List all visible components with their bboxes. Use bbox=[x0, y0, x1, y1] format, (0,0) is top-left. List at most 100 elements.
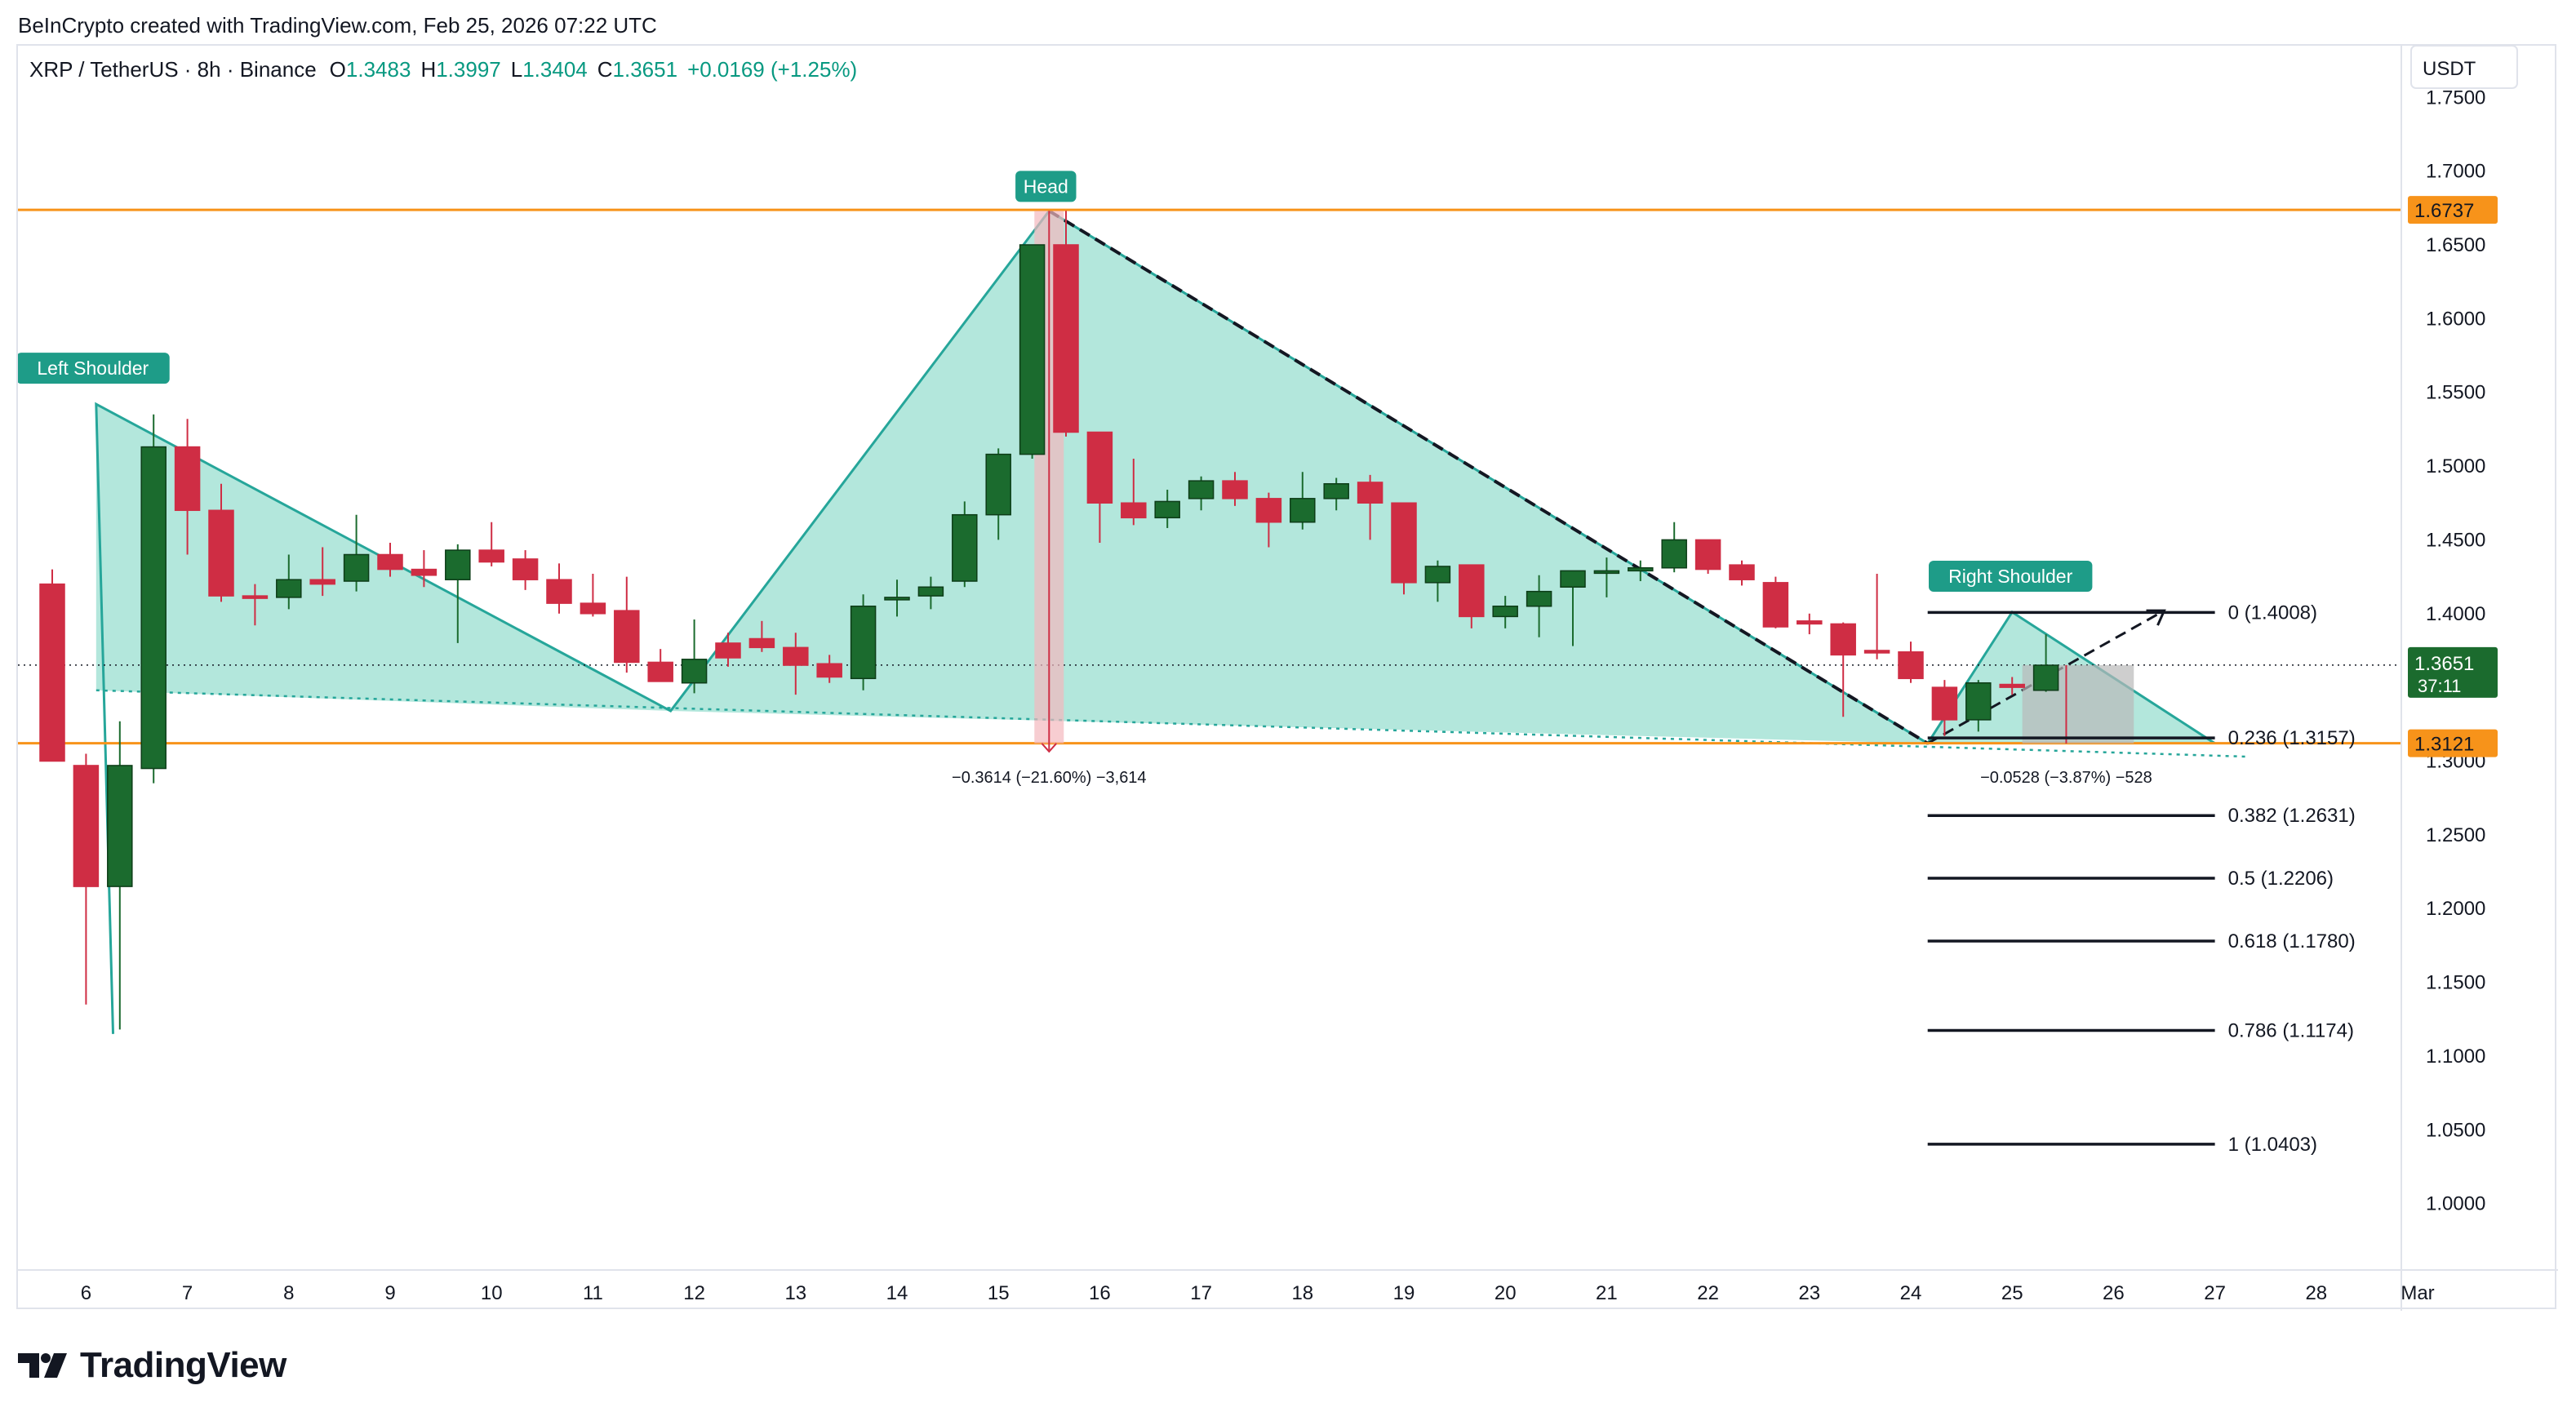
price-tick-label: 1.5000 bbox=[2426, 455, 2485, 477]
fib-level-label: 0.786 (1.1174) bbox=[2228, 1020, 2354, 1042]
candle-body bbox=[580, 602, 606, 615]
candle bbox=[140, 414, 167, 784]
candle-body bbox=[140, 446, 167, 770]
candle-body bbox=[309, 579, 335, 585]
candle-body bbox=[952, 513, 978, 582]
candle-body bbox=[715, 642, 741, 659]
candle-body bbox=[1797, 620, 1823, 625]
candle bbox=[1999, 677, 2025, 695]
candle-body bbox=[1830, 623, 1856, 656]
candle-body bbox=[478, 549, 504, 563]
price-chart[interactable]: −0.3614 (−21.60%) −3,614 −0.0528 (−3.87%)… bbox=[18, 46, 2558, 1311]
candle bbox=[1797, 613, 1823, 635]
fib-level-label: 0.382 (1.2631) bbox=[2228, 805, 2356, 827]
candle-body bbox=[647, 661, 673, 682]
ohlc-low: L1.3404 bbox=[511, 57, 588, 82]
head-area bbox=[670, 211, 1928, 744]
candle bbox=[917, 576, 944, 610]
symbol-name: XRP / TetherUS · 8h · Binance bbox=[29, 57, 317, 82]
candle bbox=[748, 620, 775, 652]
fib-level-label: 1 (1.0403) bbox=[2228, 1134, 2317, 1156]
time-tick-label: 17 bbox=[1190, 1282, 1212, 1304]
candle-body bbox=[208, 509, 234, 597]
horizontal-levels bbox=[18, 208, 2401, 745]
candle-body bbox=[2032, 664, 2059, 691]
x-axis: 6 7 8 9 10 11 12 13 14 15 16 17 18 19 20 21 22 23 24 25 26 27… bbox=[18, 1269, 2558, 1304]
price-tick-label: 1.0000 bbox=[2426, 1193, 2485, 1215]
candle-body bbox=[276, 579, 302, 598]
candle-body bbox=[1357, 482, 1383, 504]
candle-body bbox=[1694, 539, 1721, 571]
ohlc-open-value: 1.3483 bbox=[346, 57, 411, 82]
ohlc-high-value: 1.3997 bbox=[436, 57, 501, 82]
candle-body bbox=[1492, 605, 1518, 618]
candle bbox=[174, 419, 201, 555]
candle bbox=[512, 550, 539, 590]
tradingview-logo[interactable]: TradingView bbox=[18, 1345, 286, 1386]
time-tick-label: 11 bbox=[583, 1282, 603, 1304]
level-price-tag bbox=[2408, 196, 2498, 224]
symbol-legend: XRP / TetherUS · 8h · Binance O1.3483 H1… bbox=[29, 57, 857, 82]
fib-level-label: 0 (1.4008) bbox=[2228, 602, 2317, 624]
candle-body bbox=[816, 663, 842, 678]
price-tick-label: 1.5500 bbox=[2426, 382, 2485, 404]
time-tick-label: 12 bbox=[683, 1282, 705, 1304]
price-tick-label: 1.4000 bbox=[2426, 603, 2485, 625]
candle bbox=[1121, 459, 1147, 526]
candle bbox=[309, 547, 335, 597]
y-axis[interactable]: 1.7500 1.7000 1.6500 1.6000 1.5500 1.5000 1.45… bbox=[2401, 46, 2518, 1311]
time-tick-label: 10 bbox=[481, 1282, 503, 1304]
candle-body bbox=[411, 568, 437, 576]
candle-body bbox=[985, 453, 1011, 516]
price-tick-label: 1.2500 bbox=[2426, 824, 2485, 846]
time-tick-label: 15 bbox=[988, 1282, 1010, 1304]
level-price-tag-text: 1.3121 bbox=[2414, 734, 2474, 756]
candle-body bbox=[1053, 244, 1079, 433]
candle-body bbox=[1424, 566, 1451, 584]
candle bbox=[1694, 539, 1721, 574]
candle-body bbox=[1560, 570, 1586, 588]
candle bbox=[1661, 522, 1687, 573]
candle bbox=[1019, 244, 1046, 460]
price-tick-label: 1.2000 bbox=[2426, 898, 2485, 920]
measure-tools: −0.3614 (−21.60%) −3,614 −0.0528 (−3.87%)… bbox=[952, 211, 2152, 787]
time-tick-label: 9 bbox=[384, 1282, 395, 1304]
candle bbox=[1424, 560, 1451, 602]
candle bbox=[1830, 622, 1856, 717]
candle-body bbox=[681, 659, 708, 684]
candle bbox=[985, 448, 1011, 540]
time-tick-label: 19 bbox=[1393, 1282, 1415, 1304]
candle-body bbox=[783, 646, 809, 666]
candle-body bbox=[377, 553, 403, 571]
candle-body bbox=[445, 549, 471, 580]
candle-body bbox=[1459, 564, 1485, 618]
candle bbox=[783, 633, 809, 695]
right-measure-label: −0.0528 (−3.87%) −528 bbox=[1980, 769, 2152, 787]
candle bbox=[647, 649, 673, 682]
projection-arrow bbox=[2146, 609, 2166, 626]
candle bbox=[580, 573, 606, 617]
head-label: Head bbox=[1024, 175, 1068, 197]
ohlc-high: H1.3997 bbox=[420, 57, 500, 82]
ohlc-close: C1.3651 bbox=[597, 57, 677, 82]
candle bbox=[1391, 502, 1417, 595]
ohlc-close-label: C bbox=[597, 57, 613, 82]
candle bbox=[1459, 564, 1485, 628]
candle-body bbox=[850, 605, 877, 680]
candle bbox=[1762, 576, 1789, 628]
ohlc-open-label: O bbox=[330, 57, 346, 82]
candle bbox=[1526, 575, 1552, 637]
left-shoulder-label: Left Shoulder bbox=[37, 357, 149, 379]
candle bbox=[73, 753, 100, 1005]
price-tick-label: 1.1000 bbox=[2426, 1046, 2485, 1068]
candle bbox=[1965, 680, 1992, 732]
chart-panel[interactable]: −0.3614 (−21.60%) −3,614 −0.0528 (−3.87%)… bbox=[16, 44, 2558, 1311]
time-tick-label: 18 bbox=[1291, 1282, 1313, 1304]
level-price-tag-text: 1.6737 bbox=[2414, 200, 2474, 222]
candle-body bbox=[1255, 498, 1282, 523]
ohlc-open: O1.3483 bbox=[330, 57, 411, 82]
candle bbox=[478, 522, 504, 566]
candle-body bbox=[1019, 244, 1046, 455]
time-tick-label: 13 bbox=[784, 1282, 806, 1304]
candle bbox=[1492, 596, 1518, 628]
